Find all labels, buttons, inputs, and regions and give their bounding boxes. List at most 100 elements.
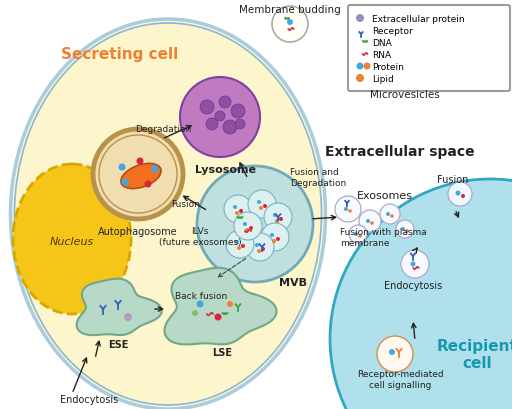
- Text: Degradation: Degradation: [135, 125, 191, 134]
- Circle shape: [257, 249, 261, 254]
- Circle shape: [227, 301, 233, 307]
- Circle shape: [99, 136, 177, 213]
- Circle shape: [219, 97, 231, 109]
- Text: Nucleus: Nucleus: [50, 236, 94, 246]
- Circle shape: [200, 101, 214, 115]
- Text: Endocytosis: Endocytosis: [384, 280, 442, 290]
- Circle shape: [390, 215, 394, 218]
- Circle shape: [192, 310, 198, 316]
- Circle shape: [261, 247, 265, 252]
- Circle shape: [261, 223, 289, 252]
- Text: Extracellular space: Extracellular space: [325, 145, 475, 159]
- FancyBboxPatch shape: [348, 6, 510, 92]
- Circle shape: [235, 240, 239, 245]
- Circle shape: [272, 7, 308, 43]
- Text: Recipient
cell: Recipient cell: [437, 338, 512, 370]
- Circle shape: [235, 211, 239, 216]
- Circle shape: [263, 204, 267, 209]
- Text: Exosomes: Exosomes: [357, 191, 413, 200]
- Circle shape: [405, 229, 409, 233]
- Text: Lipid: Lipid: [372, 74, 394, 83]
- Circle shape: [270, 234, 274, 237]
- Text: LSE: LSE: [212, 347, 232, 357]
- Text: Back fusion: Back fusion: [175, 292, 227, 301]
- Circle shape: [276, 237, 280, 241]
- Circle shape: [401, 227, 405, 231]
- Text: Protein: Protein: [372, 62, 404, 71]
- Circle shape: [364, 63, 371, 70]
- Circle shape: [354, 232, 358, 236]
- Circle shape: [335, 196, 361, 222]
- Circle shape: [356, 63, 364, 70]
- Text: Extracellular protein: Extracellular protein: [372, 14, 464, 23]
- Circle shape: [224, 196, 252, 223]
- Text: Fusion with plasma
membrane: Fusion with plasma membrane: [340, 228, 426, 247]
- Circle shape: [137, 158, 143, 165]
- Circle shape: [206, 119, 218, 131]
- Circle shape: [273, 213, 277, 218]
- Circle shape: [246, 234, 274, 261]
- Circle shape: [257, 200, 261, 204]
- Circle shape: [264, 204, 292, 231]
- Circle shape: [144, 181, 152, 188]
- Circle shape: [275, 220, 279, 223]
- Circle shape: [124, 313, 132, 321]
- Circle shape: [152, 166, 159, 173]
- Circle shape: [234, 213, 262, 240]
- Circle shape: [348, 210, 352, 213]
- Circle shape: [456, 191, 460, 196]
- Circle shape: [118, 164, 125, 171]
- Circle shape: [241, 245, 245, 248]
- Circle shape: [243, 222, 247, 227]
- Ellipse shape: [11, 20, 326, 409]
- Circle shape: [386, 213, 390, 216]
- Circle shape: [366, 220, 370, 223]
- Circle shape: [231, 105, 245, 119]
- Circle shape: [359, 211, 381, 232]
- Circle shape: [197, 301, 203, 308]
- Circle shape: [223, 121, 237, 135]
- Circle shape: [215, 112, 225, 122]
- Circle shape: [121, 179, 129, 186]
- Text: Receptor-mediated
cell signalling: Receptor-mediated cell signalling: [357, 369, 443, 389]
- Circle shape: [349, 225, 367, 243]
- Circle shape: [245, 229, 249, 232]
- Circle shape: [356, 75, 364, 83]
- Circle shape: [233, 205, 237, 209]
- Text: Endocytosis: Endocytosis: [60, 394, 118, 404]
- Circle shape: [401, 250, 429, 278]
- Circle shape: [358, 235, 362, 238]
- Circle shape: [255, 243, 259, 247]
- Text: ESE: ESE: [108, 339, 128, 349]
- Circle shape: [356, 15, 364, 23]
- Circle shape: [215, 314, 222, 321]
- Circle shape: [239, 209, 243, 213]
- Text: Fusion: Fusion: [437, 175, 468, 184]
- Circle shape: [249, 227, 253, 230]
- Circle shape: [180, 78, 260, 157]
- PathPatch shape: [164, 268, 276, 344]
- Text: MVB: MVB: [279, 277, 307, 287]
- Circle shape: [380, 204, 400, 225]
- Circle shape: [344, 207, 348, 211]
- PathPatch shape: [77, 279, 162, 335]
- Ellipse shape: [121, 164, 161, 189]
- Text: Microvesicles: Microvesicles: [370, 90, 440, 100]
- Circle shape: [330, 180, 512, 409]
- Text: ILVs
(future exosomes): ILVs (future exosomes): [159, 227, 241, 246]
- Circle shape: [370, 222, 374, 225]
- Circle shape: [197, 166, 313, 282]
- Circle shape: [287, 20, 293, 26]
- Text: Secreting cell: Secreting cell: [61, 47, 179, 62]
- Circle shape: [279, 218, 283, 221]
- Circle shape: [389, 349, 395, 355]
- Circle shape: [272, 239, 276, 243]
- Circle shape: [259, 207, 263, 211]
- Circle shape: [237, 246, 241, 250]
- Circle shape: [226, 230, 254, 258]
- Text: Fusion and
Degradation: Fusion and Degradation: [290, 168, 346, 187]
- Circle shape: [248, 191, 276, 218]
- Circle shape: [377, 336, 413, 372]
- Circle shape: [388, 54, 395, 61]
- Text: Fusion: Fusion: [171, 200, 200, 209]
